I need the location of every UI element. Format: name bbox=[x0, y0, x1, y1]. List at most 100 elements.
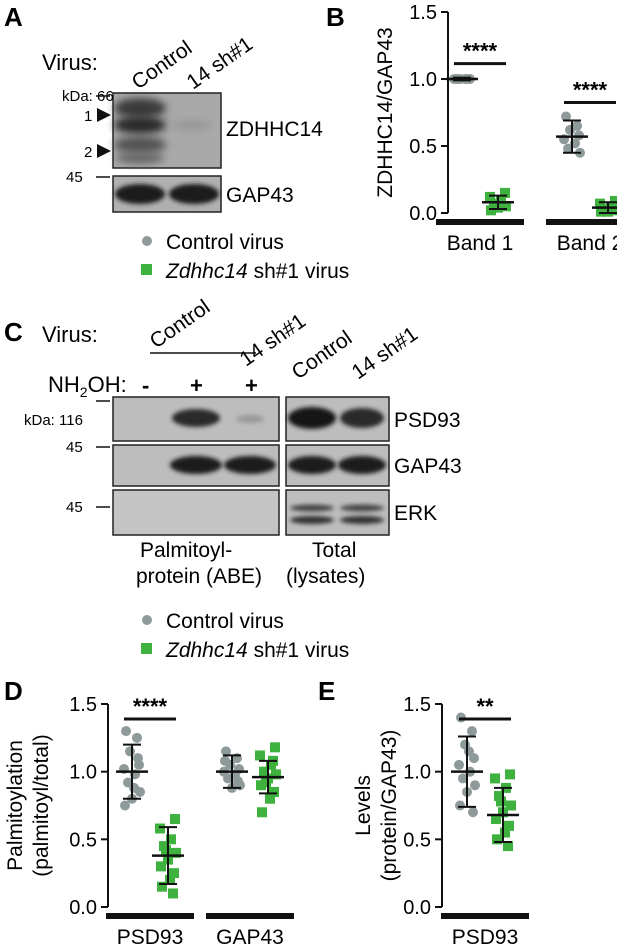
data-point-sh bbox=[166, 834, 176, 845]
data-point-sh bbox=[156, 861, 166, 872]
data-point-control bbox=[464, 746, 474, 757]
c-total-sh: 14 sh#1 bbox=[348, 322, 422, 384]
data-point-sh bbox=[500, 187, 510, 198]
data-point-control bbox=[454, 759, 464, 770]
y-axis-label-2: (protein/GAP43) bbox=[378, 730, 401, 882]
data-point-sh bbox=[165, 874, 175, 885]
category-bracket bbox=[441, 913, 529, 919]
c-group2-line2: (lysates) bbox=[286, 565, 365, 588]
c-sign-1: - bbox=[142, 373, 149, 398]
data-point-control bbox=[223, 773, 233, 784]
legend2-control-marker-icon bbox=[142, 615, 152, 625]
a-protein-zdhhc14: ZDHHC14 bbox=[226, 118, 323, 141]
data-point-control bbox=[561, 111, 571, 122]
a-band-label-1: 1 bbox=[84, 108, 92, 125]
y-tick-label: 1.0 bbox=[403, 762, 431, 784]
y-tick-label: 1.5 bbox=[69, 694, 97, 716]
c-abe-blots bbox=[112, 396, 280, 536]
panel-letter-d: D bbox=[4, 676, 23, 706]
y-axis-label: ZDHHC14/GAP43 bbox=[374, 27, 397, 197]
data-point-control bbox=[220, 755, 230, 766]
panel-letter-b: B bbox=[326, 2, 345, 32]
data-point-sh bbox=[491, 814, 501, 825]
a-band-label-2: 2 bbox=[84, 144, 92, 161]
data-point-control bbox=[565, 124, 575, 135]
data-point-sh bbox=[496, 195, 506, 206]
legend2-sh-marker-icon bbox=[141, 643, 152, 654]
category-bracket bbox=[206, 913, 294, 919]
y-tick-label: 0.5 bbox=[403, 829, 431, 851]
legend1-control-marker-icon bbox=[142, 236, 152, 246]
panel-letter-a: A bbox=[4, 2, 23, 32]
data-point-sh bbox=[611, 205, 617, 216]
y-tick-label: 0.5 bbox=[409, 136, 437, 158]
c-control-label: Control bbox=[146, 295, 215, 353]
legend1-sh-label: Zdhhc14 sh#1 virus bbox=[165, 260, 349, 283]
data-point-sh bbox=[168, 888, 178, 899]
data-point-control bbox=[221, 746, 231, 757]
data-point-sh bbox=[500, 827, 510, 838]
category-label: Band 2 bbox=[557, 232, 617, 255]
category-bracket bbox=[546, 219, 617, 225]
data-point-sh bbox=[257, 807, 267, 818]
y-tick-label: 1.0 bbox=[69, 762, 97, 784]
a-lane-sh: 14 sh#1 bbox=[183, 32, 257, 94]
c-marker-45b: 45 bbox=[66, 499, 83, 516]
data-point-control bbox=[129, 782, 139, 793]
data-point-control bbox=[132, 732, 142, 743]
a-kda-66: kDa: 66 bbox=[62, 88, 114, 105]
c-sign-3: + bbox=[245, 373, 258, 398]
data-point-control bbox=[470, 780, 480, 791]
y-tick-label: 0.0 bbox=[403, 897, 431, 919]
data-point-sh bbox=[170, 814, 180, 825]
c-group1-line1: Palmitoyl- bbox=[140, 539, 232, 562]
data-point-control bbox=[233, 776, 243, 787]
a-band1-arrow-icon bbox=[97, 108, 111, 122]
data-point-control bbox=[563, 143, 573, 154]
y-tick-label: 1.5 bbox=[409, 2, 437, 24]
data-point-control bbox=[455, 800, 465, 811]
data-point-sh bbox=[171, 847, 181, 858]
data-point-sh bbox=[496, 796, 506, 807]
c-virus-label: Virus: bbox=[42, 322, 98, 347]
data-point-sh bbox=[501, 201, 511, 212]
data-point-sh bbox=[271, 769, 281, 780]
a-lane-control: Control bbox=[128, 36, 197, 94]
significance-label: **** bbox=[463, 39, 498, 64]
panel-letter-c: C bbox=[4, 317, 23, 347]
y-axis-label-2: (palmitoyl/total) bbox=[30, 734, 53, 876]
a-band2-arrow-icon bbox=[97, 144, 111, 158]
category-bracket bbox=[436, 219, 524, 225]
data-point-sh bbox=[503, 841, 513, 852]
c-protein-psd93: PSD93 bbox=[394, 409, 461, 432]
data-point-sh bbox=[485, 191, 495, 202]
c-nh2oh-label: NH2OH: bbox=[48, 372, 127, 400]
chart-b: 0.0 0.5 1.0 1.5 ZDHHC14/GAP43 Band 1 **** Band … bbox=[374, 2, 617, 255]
chart-d: 0.0 0.5 1.0 1.5 Palmitoylation (palmitoyl/tot… bbox=[4, 694, 294, 947]
data-point-control bbox=[125, 746, 135, 757]
data-point-sh bbox=[161, 845, 171, 856]
data-point-sh bbox=[265, 793, 275, 804]
data-point-control bbox=[121, 726, 131, 737]
a-zdhhc14-blot bbox=[112, 92, 222, 169]
y-tick-label: 0.0 bbox=[409, 203, 437, 225]
c-protein-erk: ERK bbox=[394, 502, 437, 525]
category-label: Band 1 bbox=[447, 232, 514, 255]
data-point-sh bbox=[270, 742, 280, 753]
y-tick-label: 1.0 bbox=[409, 69, 437, 91]
data-point-sh bbox=[596, 206, 606, 217]
a-marker-45: 45 bbox=[66, 169, 83, 186]
c-group2-line1: Total bbox=[312, 539, 356, 562]
category-label: PSD93 bbox=[452, 926, 519, 947]
c-kda-116: kDa: 116 bbox=[24, 412, 83, 429]
significance-label: ** bbox=[476, 694, 494, 719]
data-point-sh bbox=[492, 834, 502, 845]
data-point-sh bbox=[155, 823, 165, 834]
data-point-control bbox=[458, 773, 468, 784]
a-virus-label: Virus: bbox=[42, 50, 98, 75]
legend2-sh-label: Zdhhc14 sh#1 virus bbox=[165, 639, 349, 662]
data-point-sh bbox=[259, 766, 269, 777]
data-point-control bbox=[467, 726, 477, 737]
c-group1-line2: protein (ABE) bbox=[136, 565, 262, 588]
